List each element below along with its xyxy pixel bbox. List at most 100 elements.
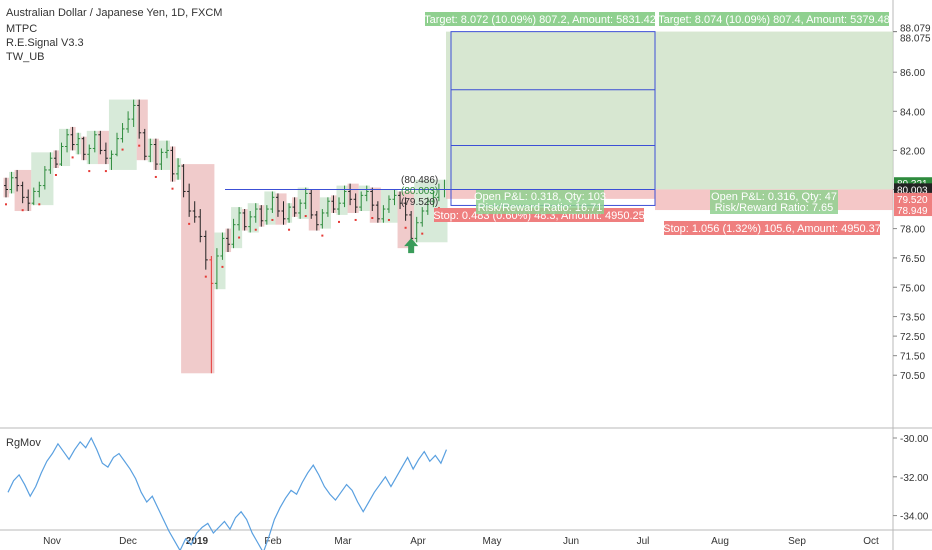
x-tick-label-0: Nov xyxy=(43,536,61,547)
pnl-label-2: Open P&L: 0.316, Qty: 47 xyxy=(711,191,837,203)
target-label-2: Target: 8.074 (10.09%) 807.4, Amount: 53… xyxy=(658,14,890,26)
x-tick-label-6: May xyxy=(483,536,502,547)
rgmov-line xyxy=(7,436,448,550)
stop-label-2: Stop: 1.056 (1.32%) 105.6, Amount: 4950.… xyxy=(663,223,881,235)
target-label-1: Target: 8.072 (10.09%) 807.2, Amount: 58… xyxy=(424,14,656,26)
y-tick-label-6: 78.00 xyxy=(900,225,925,236)
y-tick-label-8: 82.00 xyxy=(900,146,925,157)
y-tick-label-3: 73.50 xyxy=(900,313,925,324)
signal-dot xyxy=(88,170,91,173)
symbol-title: Australian Dollar / Japanese Yen, 1D, FX… xyxy=(6,7,223,19)
rr-label-1: Risk/Reward Ratio: 16.71 xyxy=(478,202,603,214)
pnl-label-1: Open P&L: 0.318, Qty: 103 xyxy=(474,191,606,203)
y-tick-label-9: 84.00 xyxy=(900,107,925,118)
signal-arrow-icon xyxy=(404,238,419,254)
target-label-2-bg xyxy=(659,12,889,26)
target-label-1-bg xyxy=(425,12,655,26)
x-tick-label-1: Dec xyxy=(119,536,137,547)
lower-y-tick-label-0: -30.00 xyxy=(900,434,929,445)
price-label-3: 79.520 xyxy=(897,195,928,206)
signal-dot xyxy=(5,203,7,206)
signal-dot xyxy=(121,148,124,151)
signal-dot xyxy=(104,170,107,173)
target-zone-0 xyxy=(446,31,655,190)
signal-dot xyxy=(304,215,307,218)
signal-dot xyxy=(38,203,41,206)
trend-block xyxy=(369,187,381,223)
price-annotation-0: (80.486) xyxy=(401,175,438,186)
signal-dot xyxy=(154,175,157,178)
trend-block xyxy=(231,207,243,249)
trend-block xyxy=(319,197,331,229)
stop-label-2-bg xyxy=(664,221,880,235)
signal-dot xyxy=(171,187,174,190)
signal-dot xyxy=(71,156,74,159)
signal-dot xyxy=(404,226,407,229)
signal-dot xyxy=(321,234,324,237)
signal-dot xyxy=(271,218,274,221)
signal-dot xyxy=(204,275,207,278)
signal-dot xyxy=(188,222,191,225)
price-annotation-1: (80.003) xyxy=(401,186,438,197)
trend-block xyxy=(59,128,71,167)
signal-dot xyxy=(254,228,257,231)
target-zone-1 xyxy=(655,31,893,190)
trend-block xyxy=(97,130,109,165)
x-tick-label-7: Jun xyxy=(563,536,579,547)
trend-block xyxy=(336,185,348,215)
trend-block xyxy=(264,191,276,225)
signal-dot xyxy=(54,173,57,176)
signal-dot xyxy=(421,232,424,235)
y-tick-label-11: 88.075 xyxy=(900,34,931,45)
x-tick-label-8: Jul xyxy=(637,536,650,547)
price-label-bg-4 xyxy=(894,204,932,217)
x-tick-label-3: Feb xyxy=(264,536,282,547)
lower-y-tick-label-2: -34.00 xyxy=(900,512,929,523)
indicator-mtpc[interactable]: MTPC xyxy=(6,23,38,35)
signal-dot xyxy=(387,218,390,221)
indicator-tw-ub[interactable]: TW_UB xyxy=(6,51,45,63)
trend-block xyxy=(275,193,287,225)
x-tick-label-4: Mar xyxy=(334,536,352,547)
price-label-2: 80.003 xyxy=(897,185,928,196)
signal-dot xyxy=(354,218,357,221)
trend-block xyxy=(297,187,309,219)
price-label-4: 78.949 xyxy=(897,206,928,217)
lower-pane-title: RgMov xyxy=(6,437,41,449)
trend-block xyxy=(86,130,98,165)
trend-block xyxy=(136,99,148,161)
signal-dot xyxy=(221,265,224,268)
trend-block xyxy=(247,203,259,233)
trend-block xyxy=(214,232,226,290)
x-tick-label-5: Apr xyxy=(410,536,426,547)
signal-dot xyxy=(288,228,291,231)
y-tick-label-2: 72.50 xyxy=(900,332,925,343)
signal-dot xyxy=(238,236,241,239)
signal-dot xyxy=(138,144,141,147)
trend-block xyxy=(31,152,54,206)
signal-dot xyxy=(338,220,340,223)
y-tick-label-10: 86.00 xyxy=(900,68,925,79)
pnl-box-2 xyxy=(710,190,838,214)
x-tick-label-11: Oct xyxy=(863,536,879,547)
trend-block xyxy=(158,140,170,170)
price-annotation-2: (79.520) xyxy=(401,197,438,208)
pnl-box-1 xyxy=(476,190,604,214)
y-tick-label-5: 76.50 xyxy=(900,254,925,265)
y-tick-label-0: 70.50 xyxy=(900,371,925,382)
price-label-bg-2 xyxy=(894,183,932,196)
trend-block xyxy=(181,164,215,374)
trend-block xyxy=(347,183,359,213)
x-tick-label-10: Sep xyxy=(788,536,806,547)
y-tick-label-12: 88.079 xyxy=(900,24,931,35)
y-tick-label-4: 75.00 xyxy=(900,283,925,294)
rr-label-2: Risk/Reward Ratio: 7.65 xyxy=(715,202,834,214)
x-tick-label-9: Aug xyxy=(711,536,729,547)
lower-y-tick-label-1: -32.00 xyxy=(900,473,929,484)
indicator-re-signal[interactable]: R.E.Signal V3.3 xyxy=(6,37,84,49)
x-tick-label-2: 2019 xyxy=(186,536,209,547)
trend-block xyxy=(358,185,370,212)
y-tick-label-1: 71.50 xyxy=(900,352,925,363)
price-label-bg-3 xyxy=(894,192,932,205)
